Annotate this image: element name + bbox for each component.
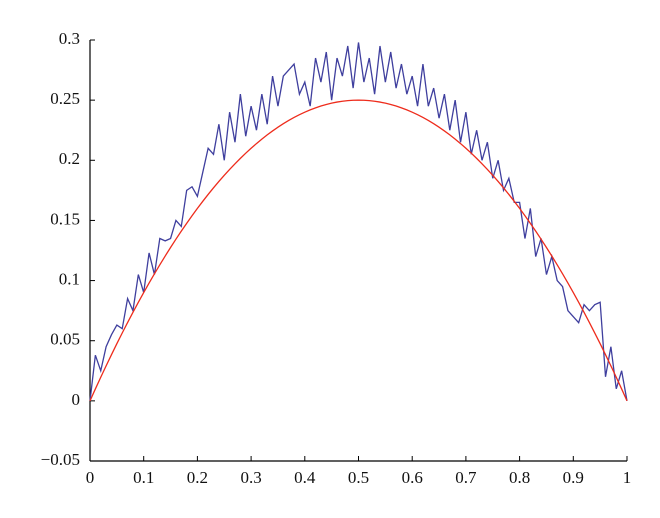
x-tick-label: 0.2 bbox=[187, 468, 208, 487]
x-tick-label: 0 bbox=[86, 468, 95, 487]
series-line bbox=[89, 42, 628, 401]
y-tick-label: −0.05 bbox=[41, 450, 80, 469]
x-tick-label: 0.8 bbox=[509, 468, 530, 487]
y-tick-label: 0.15 bbox=[50, 209, 80, 228]
x-tick-label: 0.5 bbox=[348, 468, 369, 487]
y-tick-label: 0.2 bbox=[59, 149, 80, 168]
x-tick-label: 0.7 bbox=[455, 468, 477, 487]
x-tick-label: 0.3 bbox=[240, 468, 261, 487]
x-tick-label: 0.6 bbox=[402, 468, 423, 487]
y-tick-label: 0.3 bbox=[59, 29, 80, 48]
x-tick-label: 1 bbox=[623, 468, 632, 487]
y-tick-label: 0.25 bbox=[50, 89, 80, 108]
y-tick-label: 0 bbox=[72, 390, 81, 409]
x-tick-label: 0.9 bbox=[563, 468, 584, 487]
y-tick-label: 0.05 bbox=[50, 330, 80, 349]
y-tick-label: 0.1 bbox=[59, 269, 80, 288]
x-tick-label: 0.4 bbox=[294, 468, 316, 487]
series-line bbox=[89, 99, 628, 402]
x-tick-label: 0.1 bbox=[133, 468, 154, 487]
